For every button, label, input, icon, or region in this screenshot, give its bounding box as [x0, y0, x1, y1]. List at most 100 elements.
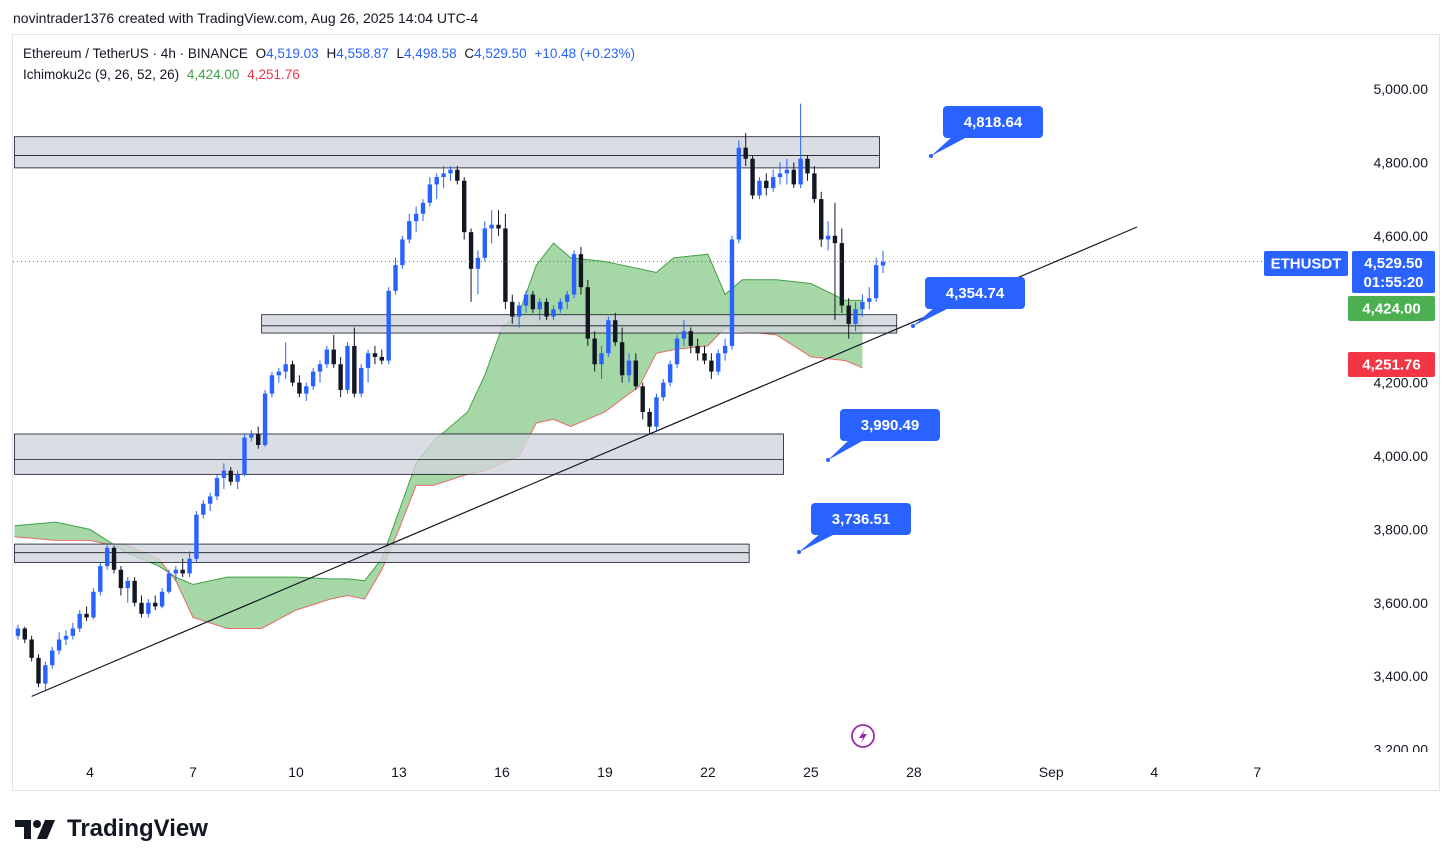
candle	[276, 367, 282, 383]
y-tick-label: 5,000.00	[1374, 81, 1429, 97]
candle	[304, 382, 309, 401]
candle	[523, 290, 529, 313]
last-price-value: 4,529.50	[1364, 255, 1422, 272]
tradingview-logo[interactable]: TradingView	[15, 815, 208, 843]
candle-body	[22, 628, 27, 640]
y-tick-label: 4,600.00	[1374, 228, 1429, 244]
candle	[832, 202, 838, 321]
candle-body	[846, 305, 851, 324]
candle-body	[626, 360, 632, 376]
lightning-glyph	[859, 729, 867, 743]
candle-body	[118, 569, 124, 589]
candle	[709, 353, 714, 379]
candle-body	[764, 180, 769, 189]
candle	[393, 257, 398, 295]
x-tick-label: 19	[597, 764, 613, 780]
candle	[496, 210, 501, 236]
candle	[880, 250, 886, 274]
candle	[510, 294, 515, 324]
candle	[359, 364, 364, 398]
candle-body	[242, 437, 247, 475]
countdown-value: 01:55:20	[1363, 274, 1423, 291]
candle-body	[317, 364, 323, 372]
x-tick-label: 4	[86, 764, 94, 780]
candle	[420, 199, 426, 222]
candle	[867, 287, 872, 310]
candle-body	[84, 613, 89, 618]
candle-body	[640, 386, 645, 412]
candle	[153, 595, 158, 611]
candle-body	[194, 514, 199, 559]
candle-body	[249, 433, 254, 438]
lightning-icon	[851, 724, 875, 748]
candle	[839, 228, 845, 313]
legend-symbol[interactable]: Ethereum / TetherUS · 4h · BINANCE	[23, 46, 248, 61]
candle	[798, 103, 803, 189]
candle-body	[551, 309, 556, 317]
candle	[585, 279, 590, 346]
plot-area	[13, 103, 1345, 697]
candle-body	[269, 375, 275, 394]
candle-body	[839, 243, 845, 306]
candle-body	[530, 294, 536, 310]
candle	[91, 588, 96, 620]
candle	[111, 545, 117, 574]
candle	[338, 356, 343, 398]
ticker-tag: ETHUSDT	[1264, 251, 1348, 276]
candle-body	[468, 232, 474, 269]
candle-body	[667, 364, 673, 383]
candle	[551, 305, 556, 321]
candle	[805, 155, 810, 181]
candle	[695, 338, 700, 361]
candle-body	[15, 628, 21, 636]
candle-body	[98, 566, 103, 592]
callout-pointer	[913, 307, 951, 326]
span-b-tag-box	[1348, 352, 1435, 377]
candle-body	[187, 558, 192, 574]
candle	[331, 334, 336, 368]
candle-body	[359, 367, 364, 394]
candle	[139, 595, 144, 618]
candle	[564, 290, 570, 310]
candle-body	[674, 338, 680, 365]
candle	[50, 646, 55, 669]
candle	[640, 382, 645, 420]
callout-box	[840, 409, 940, 441]
candle	[15, 624, 21, 640]
candle-body	[304, 386, 309, 394]
candle-body	[132, 580, 137, 603]
candle-body	[585, 287, 590, 339]
ichimoku-span-a-line	[14, 242, 863, 586]
candle-body	[750, 158, 755, 196]
candle-body	[619, 342, 625, 376]
candle	[407, 213, 412, 244]
candle-body	[777, 173, 783, 178]
candle	[201, 500, 206, 519]
candle	[606, 316, 611, 357]
candle	[228, 467, 233, 486]
candle	[853, 301, 858, 332]
span-b-tag: 4,251.76	[1348, 352, 1435, 377]
legend-indicator-name[interactable]: Ichimoku2c (9, 26, 52, 26)	[23, 67, 180, 82]
candle	[736, 140, 742, 244]
candle-body	[784, 169, 790, 174]
candle	[214, 474, 220, 501]
candle	[269, 371, 275, 398]
candle-body	[489, 224, 494, 229]
candle-body	[173, 569, 179, 574]
y-tick-label: 4,800.00	[1374, 154, 1429, 170]
candle	[743, 133, 748, 167]
candle-body	[743, 147, 748, 159]
y-tick-label: 3,400.00	[1374, 668, 1429, 684]
candle	[530, 290, 536, 313]
candle	[537, 298, 542, 321]
candle	[352, 327, 357, 398]
span-b-tag-text: 4,251.76	[1362, 357, 1420, 374]
candle	[256, 426, 261, 449]
x-tick-label: 22	[700, 764, 716, 780]
span-a-tag-box	[1348, 296, 1435, 321]
candle	[365, 349, 371, 383]
legend-high-label: H	[326, 46, 337, 61]
candle-body	[146, 602, 151, 614]
